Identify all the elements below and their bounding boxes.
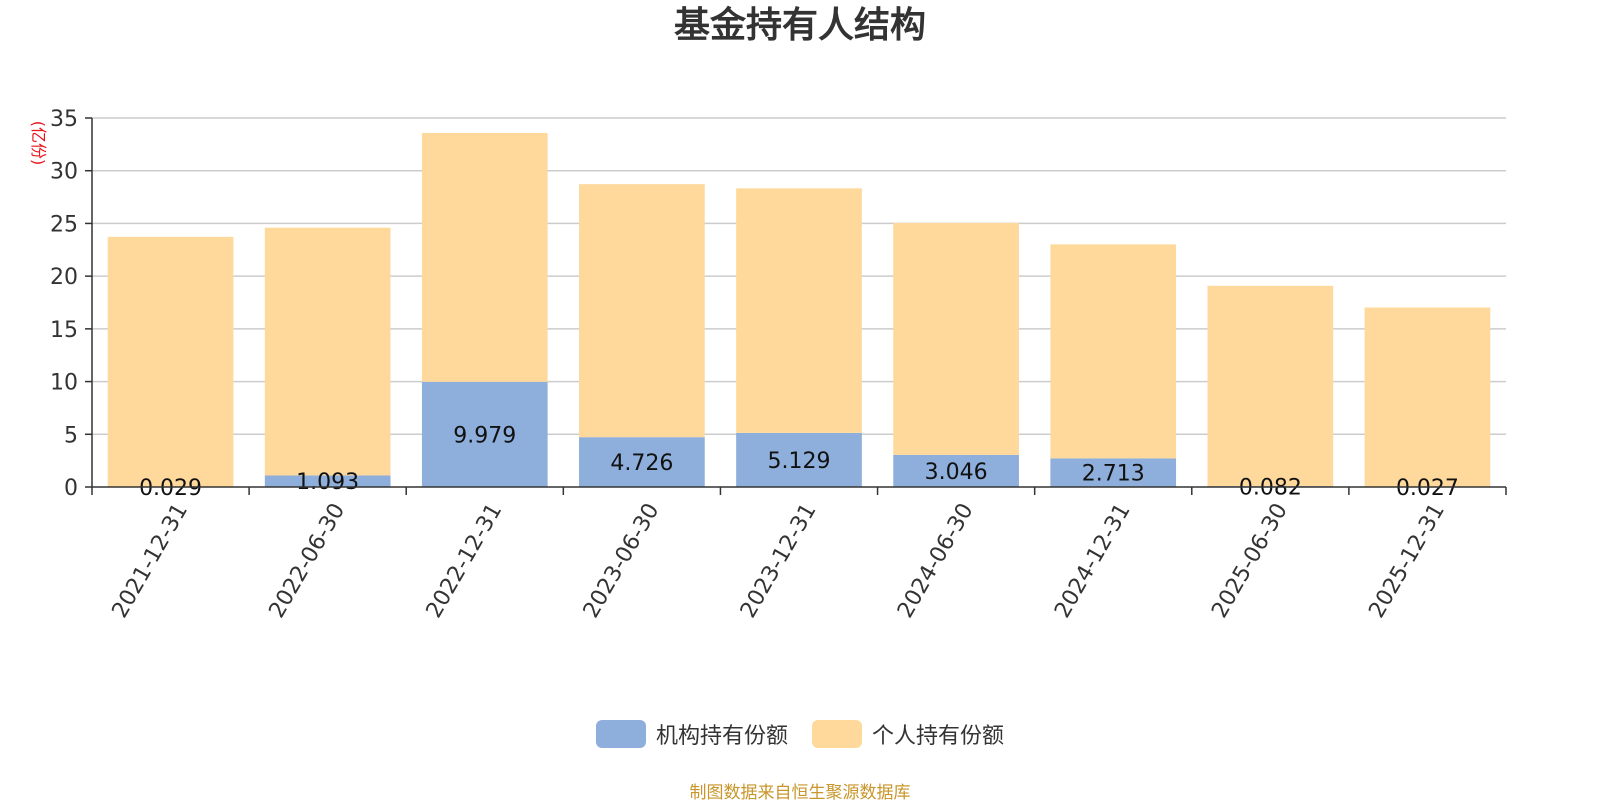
y-tick-label: 35 [50, 107, 78, 132]
x-tick-label: 2022-06-30 [265, 499, 351, 622]
x-tick-label: 2024-12-31 [1050, 499, 1136, 622]
y-axis-label: (亿份) [29, 121, 48, 166]
bar-value-label: 9.979 [453, 423, 516, 448]
x-tick-label: 2022-12-31 [422, 499, 508, 622]
bar-individual [265, 228, 391, 476]
x-tick-label: 2023-06-30 [579, 499, 665, 622]
bar-individual [1207, 286, 1333, 486]
bar-value-label: 3.046 [925, 460, 988, 485]
bar-individual [893, 223, 1019, 455]
bar-value-label: 1.093 [296, 470, 359, 495]
bar-individual [422, 133, 548, 382]
legend-label-individual: 个人持有份额 [872, 718, 1004, 750]
legend-label-institution: 机构持有份额 [656, 718, 788, 750]
y-tick-label: 25 [50, 212, 78, 237]
x-tick-label: 2024-06-30 [893, 499, 979, 622]
x-tick-label: 2023-12-31 [736, 499, 822, 622]
y-tick-label: 0 [64, 476, 78, 501]
legend-swatch-individual [812, 720, 862, 748]
bar-individual [736, 188, 862, 433]
bar-value-label: 0.029 [139, 476, 202, 501]
legend-item-institution[interactable]: 机构持有份额 [596, 718, 788, 750]
legend-swatch-institution [596, 720, 646, 748]
legend-item-individual[interactable]: 个人持有份额 [812, 718, 1004, 750]
bar-value-label: 4.726 [610, 451, 673, 476]
bar-value-label: 2.713 [1082, 462, 1145, 487]
y-tick-label: 20 [50, 265, 78, 290]
bar-individual [1050, 244, 1176, 458]
bar-value-label: 5.129 [768, 449, 831, 474]
x-tick-label: 2025-12-31 [1364, 499, 1450, 622]
bar-individual [579, 184, 705, 437]
x-tick-label: 2021-12-31 [108, 499, 194, 622]
y-tick-label: 15 [50, 318, 78, 343]
y-tick-label: 5 [64, 423, 78, 448]
bar-value-label: 0.027 [1396, 476, 1459, 501]
y-tick-label: 10 [50, 371, 78, 396]
y-tick-label: 30 [50, 160, 78, 185]
x-tick-label: 2025-06-30 [1207, 499, 1293, 622]
bar-individual [1365, 307, 1491, 486]
bar-value-label: 0.082 [1239, 476, 1302, 501]
bars [108, 133, 1491, 487]
legend: 机构持有份额 个人持有份额 [0, 718, 1600, 750]
bar-individual [108, 237, 234, 487]
data-source-note: 制图数据来自恒生聚源数据库 [0, 778, 1600, 803]
